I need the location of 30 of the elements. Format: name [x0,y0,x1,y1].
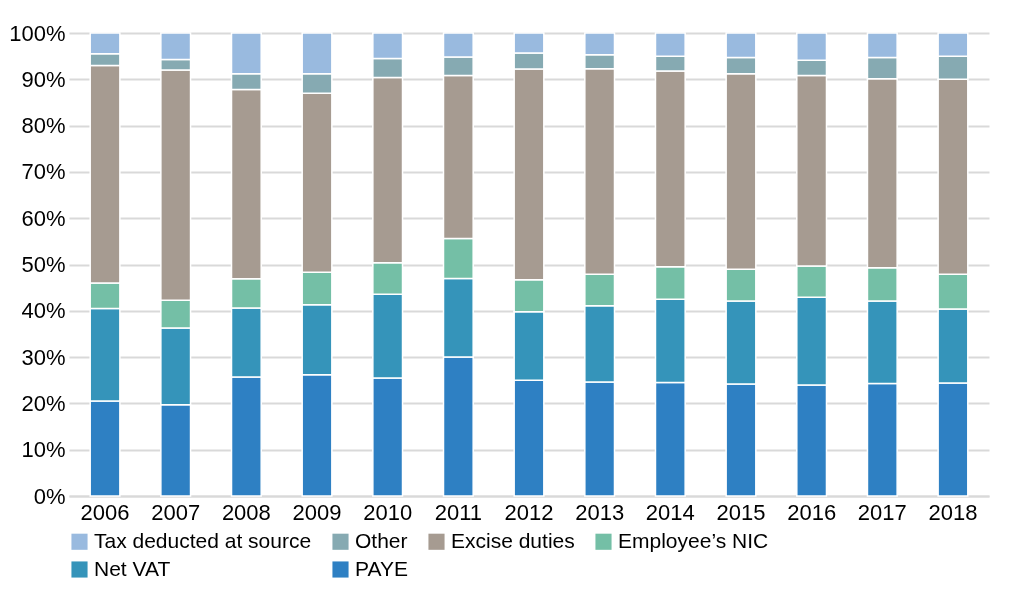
y-tick-label: 100% [9,20,66,46]
y-tick-label: 90% [21,66,66,92]
y-tick-label: 40% [21,298,66,324]
x-tick-label: 2014 [645,499,695,525]
x-tick-label: 2006 [80,499,130,525]
y-tick-label: 80% [21,113,66,139]
x-tick-label: 2010 [363,499,413,525]
legend-label: Tax deducted at source [94,528,312,552]
y-tick-label: 50% [21,252,66,277]
legend-label: PAYE [355,556,408,580]
x-tick-label: 2013 [575,499,625,525]
x-tick-label: 2009 [292,499,342,525]
y-tick-label: 0% [33,483,66,509]
x-tick-label: 2018 [928,499,978,525]
x-tick-label: 2017 [857,499,907,525]
y-tick-label: 10% [21,437,66,463]
x-tick-label: 2012 [504,499,554,525]
x-tick-label: 2011 [434,499,482,525]
x-tick-label: 2007 [151,499,201,525]
x-tick-label: 2015 [716,499,766,525]
y-tick-label: 30% [21,344,66,370]
legend-label: Excise duties [451,528,575,552]
legend-label: Employee’s NIC [618,528,769,552]
y-tick-label: 20% [21,390,66,416]
x-tick-label: 2016 [787,499,837,525]
y-tick-label: 70% [21,159,66,185]
x-tick-label: 2008 [221,499,271,525]
legend-label: Other [355,528,408,552]
y-tick-label: 60% [21,205,66,231]
legend-label: Net VAT [94,556,171,580]
